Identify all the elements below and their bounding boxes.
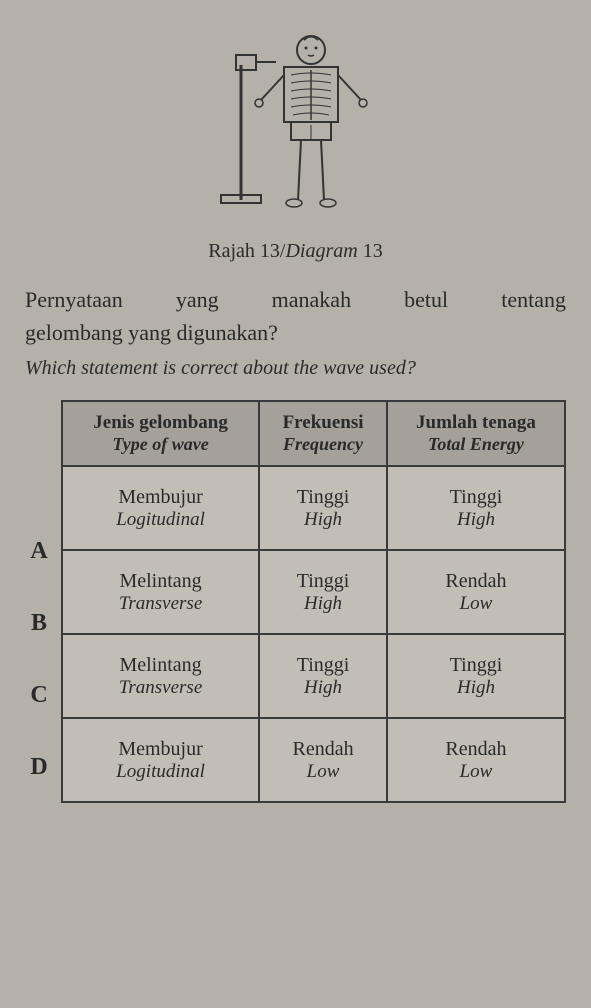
table-row: MelintangTransverseTinggiHighTinggiHigh — [62, 634, 565, 718]
row-label-b: B — [25, 587, 53, 659]
cell-type: MembujurLogitudinal — [62, 466, 259, 550]
cell-energy-ms: Tinggi — [450, 654, 503, 676]
cell-freq: RendahLow — [259, 718, 387, 802]
cell-energy-ms: Tinggi — [450, 486, 503, 508]
cell-energy: TinggiHigh — [387, 466, 565, 550]
cell-energy-ms: Rendah — [445, 570, 506, 592]
q-line2: gelombang yang digunakan? — [25, 316, 566, 349]
cell-energy-ms: Rendah — [445, 738, 506, 760]
cell-freq-ms: Tinggi — [297, 570, 350, 592]
cell-freq-ms: Rendah — [292, 738, 353, 760]
header-freq-ms: Frekuensi — [283, 412, 364, 433]
q-w5: tentang — [501, 283, 566, 316]
xray-diagram-svg — [196, 25, 396, 225]
cell-type: MelintangTransverse — [62, 550, 259, 634]
row-label-c: C — [25, 659, 53, 731]
cell-energy-en: Low — [396, 761, 556, 783]
table-header-row: Jenis gelombang Type of wave Frekuensi F… — [62, 401, 565, 466]
cell-freq-ms: Tinggi — [297, 654, 350, 676]
q-w4: betul — [404, 283, 448, 316]
cell-type: MembujurLogitudinal — [62, 718, 259, 802]
table-row: MembujurLogitudinalRendahLowRendahLow — [62, 718, 565, 802]
cell-freq: TinggiHigh — [259, 466, 387, 550]
diagram-caption: Rajah 13/Diagram 13 — [25, 240, 566, 263]
cell-freq-ms: Tinggi — [297, 486, 350, 508]
q-w1: Pernyataan — [25, 283, 123, 316]
cell-freq-en: High — [268, 677, 378, 699]
cell-type-ms: Membujur — [118, 486, 202, 508]
row-label-spacer — [25, 400, 53, 515]
cell-freq-en: High — [268, 593, 378, 615]
cell-type-en: Transverse — [71, 593, 250, 615]
cell-freq: TinggiHigh — [259, 634, 387, 718]
question-text-ms: Pernyataan yang manakah betul tentang ge… — [25, 283, 566, 349]
header-energy-en: Total Energy — [396, 434, 556, 455]
cell-type-en: Logitudinal — [71, 761, 250, 783]
cell-type-en: Transverse — [71, 677, 250, 699]
header-energy-ms: Jumlah tenaga — [416, 412, 536, 433]
q-w2: yang — [176, 283, 219, 316]
cell-type-en: Logitudinal — [71, 509, 250, 531]
cell-energy: RendahLow — [387, 718, 565, 802]
answer-table: Jenis gelombang Type of wave Frekuensi F… — [61, 400, 566, 803]
cell-type-ms: Melintang — [119, 570, 201, 592]
question-text-en: Which statement is correct about the wav… — [25, 354, 566, 382]
table-row: MelintangTransverseTinggiHighRendahLow — [62, 550, 565, 634]
header-energy: Jumlah tenaga Total Energy — [387, 401, 565, 466]
cell-energy-en: High — [396, 509, 556, 531]
table-row: MembujurLogitudinalTinggiHighTinggiHigh — [62, 466, 565, 550]
row-label-d: D — [25, 731, 53, 803]
caption-suffix: 13 — [358, 240, 383, 262]
header-frequency: Frekuensi Frequency — [259, 401, 387, 466]
answer-table-wrapper: A B C D Jenis gelombang Type of wave Fre… — [25, 400, 566, 803]
cell-type-ms: Melintang — [119, 654, 201, 676]
cell-freq-en: Low — [268, 761, 378, 783]
cell-energy: TinggiHigh — [387, 634, 565, 718]
cell-type-ms: Membujur — [118, 738, 202, 760]
cell-freq: TinggiHigh — [259, 550, 387, 634]
q-w3: manakah — [272, 283, 351, 316]
header-freq-en: Frequency — [268, 434, 378, 455]
cell-freq-en: High — [268, 509, 378, 531]
cell-energy: RendahLow — [387, 550, 565, 634]
caption-main: Rajah 13/ — [208, 240, 285, 262]
header-type: Jenis gelombang Type of wave — [62, 401, 259, 466]
cell-energy-en: Low — [396, 593, 556, 615]
header-type-ms: Jenis gelombang — [93, 412, 228, 433]
row-label-a: A — [25, 515, 53, 587]
cell-type: MelintangTransverse — [62, 634, 259, 718]
row-labels-column: A B C D — [25, 400, 61, 803]
header-type-en: Type of wave — [71, 434, 250, 455]
cell-energy-en: High — [396, 677, 556, 699]
xray-illustration — [25, 25, 566, 225]
caption-italic: Diagram — [285, 240, 357, 262]
